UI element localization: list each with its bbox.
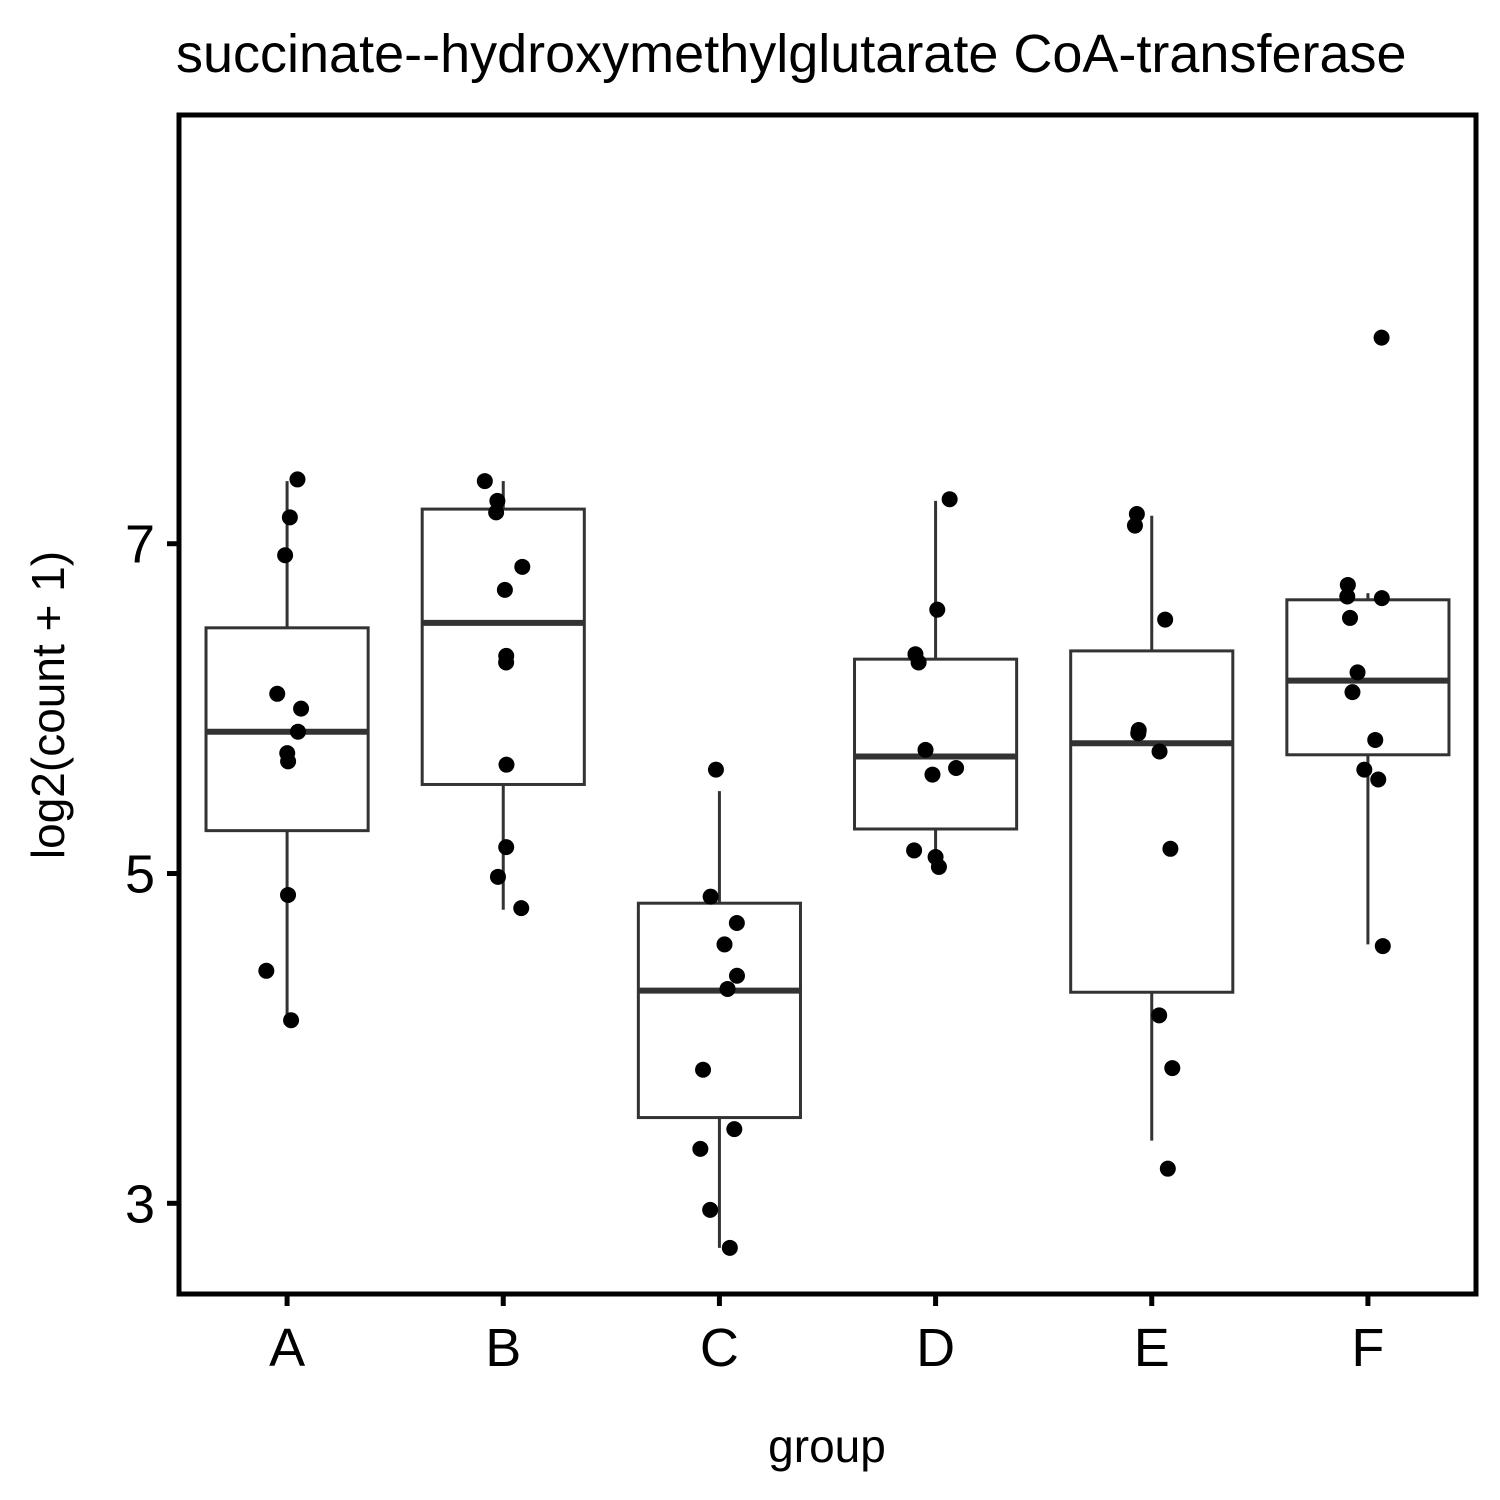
data-point (281, 509, 298, 526)
points-A (258, 471, 310, 1029)
x-tick-label: E (1134, 1318, 1170, 1378)
data-point (293, 700, 310, 717)
data-point (728, 914, 745, 931)
data-point (280, 886, 297, 903)
data-point (488, 504, 505, 521)
plot-area (204, 329, 1451, 1256)
points-B (476, 473, 531, 917)
box-A (204, 481, 370, 1022)
x-axis-title: group (768, 1420, 886, 1472)
data-point (496, 581, 513, 598)
x-tick-label: F (1351, 1318, 1384, 1378)
data-point (1373, 329, 1390, 346)
data-point (910, 654, 927, 671)
data-point (719, 980, 736, 997)
data-point (514, 558, 531, 575)
box-iqr (853, 657, 1019, 831)
x-tick-label: A (269, 1318, 305, 1378)
data-point (716, 936, 733, 953)
data-point (290, 723, 307, 740)
data-point (1374, 938, 1391, 955)
data-point (513, 900, 530, 917)
box-E (1069, 515, 1235, 1141)
x-tick-label: C (700, 1318, 739, 1378)
data-point (269, 685, 286, 702)
x-axis: A B C D E F (269, 1294, 1384, 1378)
data-point (1342, 609, 1359, 626)
plot-frame (176, 112, 1479, 1297)
data-point (1151, 743, 1168, 760)
y-tick-label: 3 (125, 1174, 155, 1234)
data-point (924, 766, 941, 783)
data-point (917, 741, 934, 758)
box-iqr (636, 901, 802, 1120)
data-point (289, 471, 306, 488)
box-iqr (1285, 598, 1451, 757)
data-point (1339, 588, 1356, 605)
data-point (702, 888, 719, 905)
box-F (1285, 593, 1451, 945)
data-point (489, 868, 506, 885)
data-point (280, 753, 297, 770)
data-point (702, 1201, 719, 1218)
y-tick-label: 5 (125, 845, 155, 905)
data-point (1157, 611, 1174, 628)
box-B (420, 481, 586, 910)
points-E (1126, 506, 1181, 1177)
box-iqr (1069, 649, 1235, 994)
data-point (948, 759, 965, 776)
data-point (1367, 731, 1384, 748)
x-tick-label: D (916, 1318, 955, 1378)
data-point (489, 492, 506, 509)
y-axis-title: log2(count + 1) (22, 551, 74, 859)
data-point (283, 1012, 300, 1029)
data-point (726, 1121, 743, 1138)
data-point (929, 601, 946, 618)
data-point (1130, 725, 1147, 742)
points-D (906, 491, 965, 875)
y-tick-label: 7 (125, 515, 155, 575)
data-point (930, 858, 947, 875)
data-point (707, 761, 724, 778)
data-point (692, 1140, 709, 1157)
data-point (1349, 664, 1366, 681)
data-point (1162, 840, 1179, 857)
data-point (498, 654, 515, 671)
box-iqr (420, 507, 586, 786)
points-F (1339, 329, 1391, 955)
x-tick-label: B (485, 1318, 521, 1378)
data-point (277, 547, 294, 564)
data-point (476, 473, 493, 490)
data-point (1126, 517, 1143, 534)
data-point (1164, 1060, 1181, 1077)
data-point (258, 962, 275, 979)
data-point (728, 967, 745, 984)
data-point (498, 839, 515, 856)
y-axis: 3 5 7 (125, 515, 179, 1234)
data-point (1356, 761, 1373, 778)
data-point (941, 491, 958, 508)
points-C (692, 761, 745, 1256)
data-point (1373, 590, 1390, 607)
chart-title: succinate--hydroxymethylglutarate CoA-tr… (176, 24, 1407, 84)
data-point (1339, 576, 1356, 593)
box-D (853, 500, 1019, 867)
data-point (498, 756, 515, 773)
data-point (1159, 1160, 1176, 1177)
data-point (721, 1239, 738, 1256)
data-point (1344, 684, 1361, 701)
box-C (636, 791, 802, 1248)
data-point (906, 842, 923, 859)
data-point (1370, 771, 1387, 788)
data-point (695, 1061, 712, 1078)
data-point (1151, 1007, 1168, 1024)
